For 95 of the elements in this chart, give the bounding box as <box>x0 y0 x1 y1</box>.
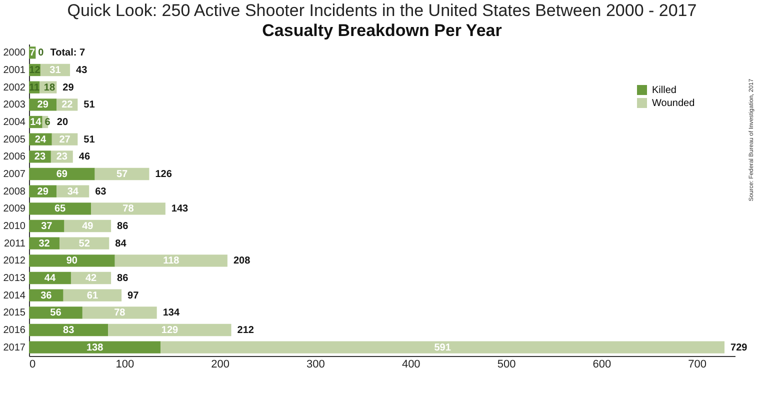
data-label: 0 <box>38 48 44 59</box>
total-label: 126 <box>155 169 172 180</box>
y-tick-label: 2014 <box>3 290 26 302</box>
data-label: 83 <box>63 325 75 336</box>
y-tick-label: 2009 <box>3 204 26 215</box>
y-tick-label: 2007 <box>3 169 26 180</box>
data-label: 32 <box>38 238 50 250</box>
data-label: 29 <box>37 186 49 198</box>
bar <box>63 289 122 302</box>
y-tick-label: 2001 <box>3 65 26 76</box>
data-label: 34 <box>67 186 79 198</box>
bar <box>108 324 232 336</box>
bar <box>29 168 95 180</box>
y-tick-label: 2008 <box>3 186 26 198</box>
y-tick-label: 2000 <box>3 48 26 59</box>
data-label: 42 <box>85 273 98 284</box>
data-label: 90 <box>66 256 78 267</box>
data-label: 14 <box>30 117 42 128</box>
bar <box>29 341 161 354</box>
data-label: 44 <box>44 273 56 284</box>
total-label: 46 <box>78 152 90 163</box>
data-label: 18 <box>44 82 56 94</box>
bar <box>29 306 82 319</box>
total-label: 63 <box>95 186 107 198</box>
total-label: Total: 7 <box>50 48 86 59</box>
legend-label: Killed <box>652 85 676 96</box>
bar <box>94 168 150 180</box>
bar <box>82 306 157 319</box>
data-label: 65 <box>54 204 66 215</box>
total-label: 134 <box>162 308 180 319</box>
chart-subtitle: Casualty Breakdown Per Year <box>262 21 502 40</box>
y-tick-label: 2015 <box>3 308 26 319</box>
data-label: 29 <box>37 100 49 111</box>
y-tick-label: 2002 <box>3 82 26 94</box>
y-tick-label: 2004 <box>3 117 26 128</box>
total-label: 208 <box>233 256 251 267</box>
total-label: 86 <box>117 221 129 232</box>
data-label: 69 <box>56 169 68 180</box>
data-label: 52 <box>78 238 90 250</box>
chart-title: Quick Look: 250 Active Shooter Incidents in the United States Between 2000 - 2017 <box>67 1 697 20</box>
data-label: 27 <box>59 134 71 146</box>
y-tick-label: 2010 <box>3 221 26 232</box>
total-label: 86 <box>117 273 129 284</box>
data-label: 31 <box>50 65 62 76</box>
total-label: 51 <box>84 134 96 146</box>
data-label: 7 <box>30 48 36 59</box>
bar <box>160 341 725 354</box>
y-tick-label: 2006 <box>3 152 26 163</box>
x-tick-label: 0 <box>30 358 36 370</box>
total-label: 97 <box>128 290 140 302</box>
data-label: 138 <box>86 342 104 354</box>
data-label: 57 <box>116 169 128 180</box>
data-label: 129 <box>161 325 178 336</box>
data-label: 37 <box>41 221 53 232</box>
x-tick-label: 300 <box>306 358 325 370</box>
x-tick-label: 500 <box>497 358 516 370</box>
total-label: 84 <box>115 238 127 250</box>
data-label: 56 <box>50 308 62 319</box>
data-label: 61 <box>86 290 98 302</box>
y-tick-label: 2005 <box>3 134 26 146</box>
bar <box>29 324 108 336</box>
data-label: 78 <box>122 204 134 215</box>
x-tick-label: 700 <box>688 358 707 370</box>
x-tick-label: 400 <box>402 358 420 370</box>
data-label: 22 <box>62 100 74 111</box>
total-label: 43 <box>76 65 88 76</box>
total-label: 51 <box>84 100 96 111</box>
y-tick-label: 2003 <box>3 100 26 111</box>
data-label: 23 <box>56 152 68 163</box>
data-label: 23 <box>34 152 46 163</box>
y-tick-label: 2013 <box>3 273 26 284</box>
x-tick-label: 200 <box>211 358 230 370</box>
data-label: 591 <box>434 342 452 354</box>
bar <box>29 254 115 267</box>
total-label: 212 <box>237 325 254 336</box>
bar <box>114 254 228 267</box>
data-label: 118 <box>163 256 180 267</box>
y-tick-label: 2016 <box>3 325 26 336</box>
data-label: 49 <box>82 221 94 232</box>
y-tick-label: 2011 <box>4 238 26 250</box>
data-label: 24 <box>34 134 46 146</box>
total-label: 29 <box>62 82 74 94</box>
total-label: 20 <box>56 117 68 128</box>
data-label: 78 <box>114 308 126 319</box>
bar <box>29 202 92 215</box>
data-label: 36 <box>40 290 52 302</box>
x-tick-label: 600 <box>592 358 612 370</box>
total-label: 729 <box>730 342 748 354</box>
total-label: 143 <box>171 204 189 215</box>
bar <box>60 237 110 250</box>
bar <box>91 202 166 215</box>
legend-label: Wounded <box>652 98 695 109</box>
y-tick-label: 2012 <box>3 256 26 267</box>
y-tick-label: 2017 <box>3 342 26 354</box>
x-tick-label: 100 <box>116 358 134 370</box>
